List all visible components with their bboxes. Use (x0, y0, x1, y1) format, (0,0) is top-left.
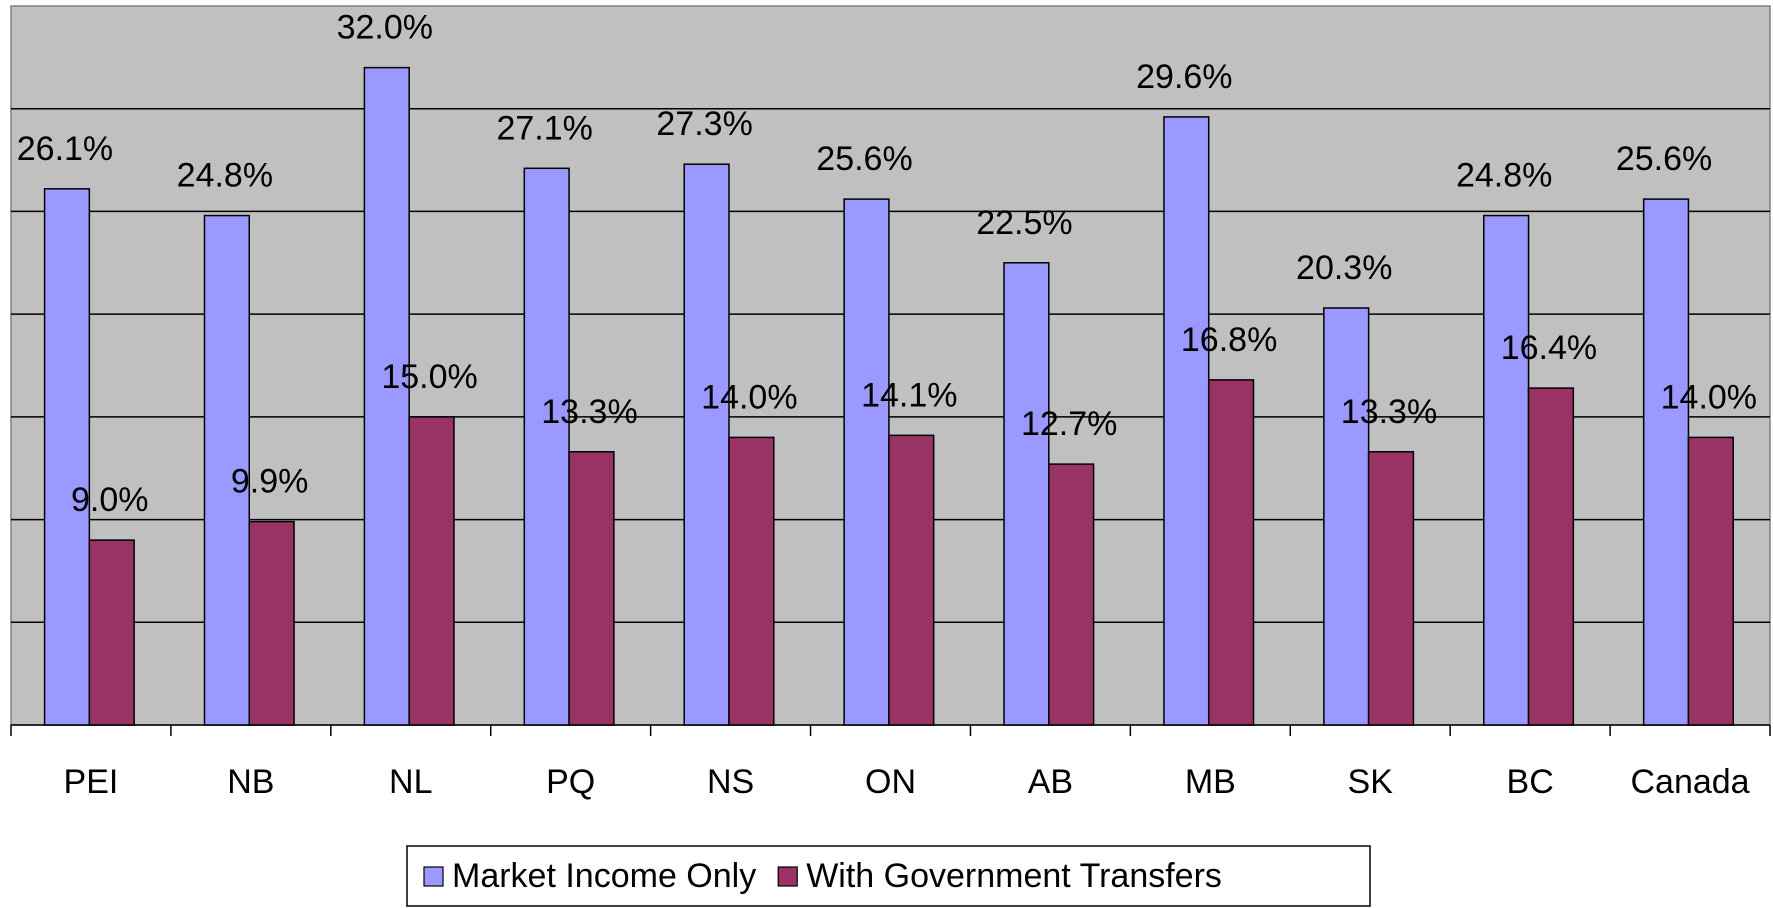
data-label: 12.7% (1021, 405, 1117, 443)
data-label: 24.8% (1456, 157, 1552, 195)
bar (1163, 116, 1210, 726)
data-label: 20.3% (1296, 249, 1392, 287)
bar (1483, 214, 1530, 726)
bar (843, 198, 890, 726)
data-label: 25.6% (816, 140, 912, 178)
bar (1642, 198, 1690, 726)
data-label: 27.3% (656, 105, 752, 143)
data-label: 25.6% (1616, 140, 1712, 178)
data-label: 15.0% (381, 358, 477, 396)
data-label: 22.5% (976, 204, 1072, 242)
x-tick-label: PEI (64, 763, 119, 801)
bar (248, 520, 295, 726)
x-tick-label: NB (227, 763, 274, 801)
bar (1687, 436, 1734, 726)
legend-label: Market Income Only (452, 857, 756, 895)
bar (363, 66, 410, 726)
data-label: 13.3% (1341, 393, 1437, 431)
x-tick-label: BC (1507, 763, 1554, 801)
data-label: 24.8% (177, 157, 273, 195)
bar (1003, 262, 1050, 726)
data-label: 32.0% (337, 9, 433, 47)
legend-swatch (423, 866, 444, 887)
bar (1367, 451, 1415, 726)
x-tick-label: NL (389, 763, 432, 801)
data-label: 14.1% (861, 376, 957, 414)
data-label: 29.6% (1136, 58, 1232, 96)
data-label: 13.3% (541, 393, 637, 431)
data-label: 14.0% (701, 378, 797, 416)
bar (1323, 307, 1370, 726)
data-label: 14.0% (1661, 378, 1757, 416)
legend-box (406, 845, 1371, 907)
x-tick-label: MB (1185, 763, 1236, 801)
x-tick-label: Canada (1630, 763, 1749, 801)
bar (203, 214, 251, 726)
bar (1048, 463, 1095, 726)
x-tick-label: PQ (546, 763, 595, 801)
bar (43, 188, 91, 726)
legend-swatch (777, 866, 798, 887)
bar (1527, 387, 1575, 726)
bar (523, 167, 570, 726)
bar (683, 163, 730, 726)
bar (568, 451, 615, 726)
x-tick-label: NS (707, 763, 754, 801)
data-label: 16.4% (1501, 329, 1597, 367)
x-tick-label: SK (1348, 763, 1394, 801)
bar (888, 434, 935, 726)
data-label: 16.8% (1181, 321, 1277, 359)
bar (728, 436, 775, 726)
x-tick-label: ON (865, 763, 916, 801)
data-label: 27.1% (496, 109, 592, 147)
legend-label: With Government Transfers (806, 857, 1222, 895)
data-label: 9.0% (71, 481, 149, 519)
bar (88, 539, 135, 726)
data-label: 26.1% (17, 130, 113, 168)
bar (1207, 379, 1255, 726)
data-label: 9.9% (231, 463, 309, 501)
x-tick-label: AB (1028, 763, 1073, 801)
bar (408, 416, 455, 726)
